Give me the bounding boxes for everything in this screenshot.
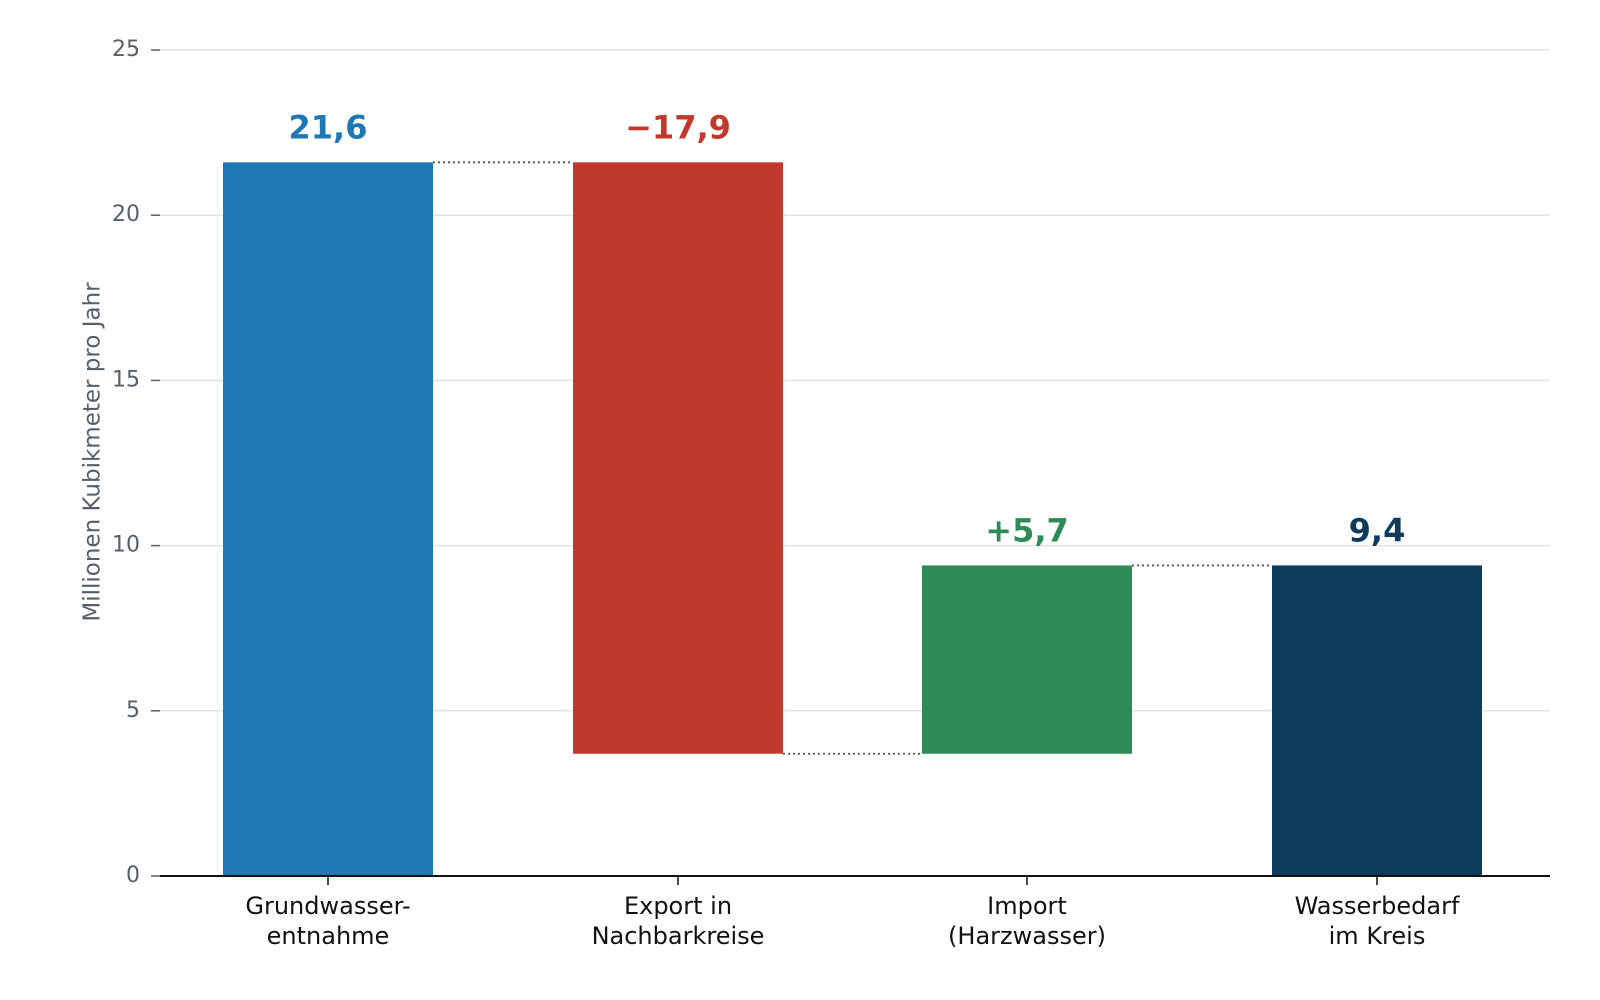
axes: 0 5 10 15 20 25 Grundwasser-entnahme Export in N… xyxy=(112,37,1550,950)
category-label-1: Grundwasser-entnahme xyxy=(245,892,410,950)
bar-2 xyxy=(573,162,783,754)
y-tick-label-25: 25 xyxy=(112,37,140,62)
category-label-4: Wasserbedarf im Kreis xyxy=(1295,892,1460,950)
y-tick-label-10: 10 xyxy=(112,533,140,558)
y-tick-label-5: 5 xyxy=(126,698,140,723)
data-labels: 21,6 −17,9 +5,7 9,4 xyxy=(289,108,1406,549)
category-label-2: Export in Nachbarkreise xyxy=(592,892,765,950)
data-label-3: +5,7 xyxy=(985,511,1069,549)
data-label-4: 9,4 xyxy=(1349,511,1406,549)
data-label-1: 21,6 xyxy=(289,108,368,146)
bar-4 xyxy=(1272,565,1482,876)
y-axis-label: Millionen Kubikmeter pro Jahr xyxy=(80,282,106,622)
connector-lines xyxy=(433,161,1272,755)
y-tick-label-0: 0 xyxy=(126,863,140,888)
y-tick-label-15: 15 xyxy=(112,367,140,392)
data-label-2: −17,9 xyxy=(625,108,731,146)
bar-3 xyxy=(922,565,1132,754)
bars xyxy=(223,162,1482,876)
category-label-3: Import (Harzwasser) xyxy=(948,892,1106,950)
bar-1 xyxy=(223,162,433,876)
y-tick-label-20: 20 xyxy=(112,202,140,227)
